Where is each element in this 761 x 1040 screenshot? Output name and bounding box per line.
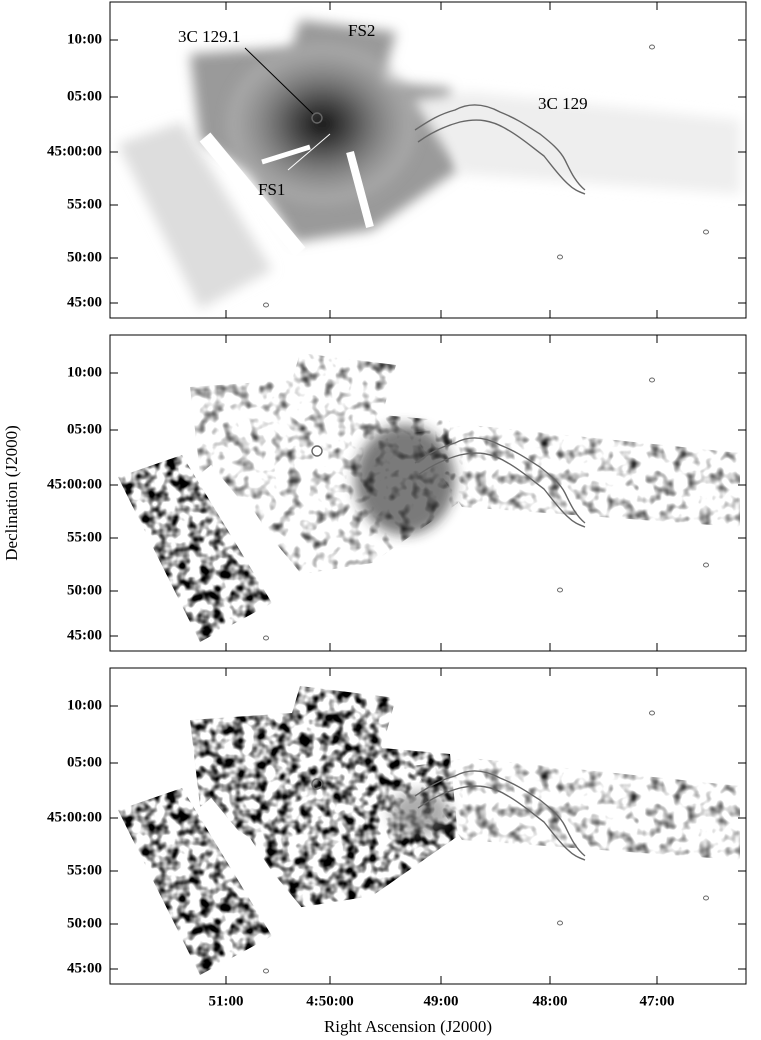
radio-source: [263, 635, 269, 641]
panel-frame: [109, 667, 747, 985]
radio-contour: [414, 104, 586, 191]
radio-contour: [311, 112, 323, 124]
y-tick-label: 55:00: [67, 529, 102, 545]
radio-source: [703, 229, 709, 235]
y-tick-label: 45:00: [67, 294, 102, 310]
y-tick-label: 45:00: [67, 960, 102, 976]
y-tick-label: 10:00: [67, 697, 102, 713]
annotation: FS2: [348, 21, 375, 40]
field: [412, 92, 740, 194]
radio-source: [557, 254, 563, 260]
y-tick-label: 05:00: [67, 88, 102, 104]
xray-image: [118, 686, 740, 975]
x-tick-label: 51:00: [209, 993, 244, 1009]
y-tick-label: 45:00:00: [47, 143, 102, 159]
chip-gap: [199, 132, 306, 257]
radio-source: [649, 377, 655, 383]
y-tick-label: 45:00: [67, 627, 102, 643]
xray-image: [118, 353, 740, 642]
radio-contour: [311, 445, 323, 457]
radio-source: [703, 895, 709, 901]
panel-frame: [109, 334, 747, 652]
radio-source: [263, 302, 269, 308]
panel-frame: [109, 1, 747, 319]
radio-contour: [414, 770, 586, 857]
radio-source: [649, 44, 655, 50]
pointer: [244, 47, 314, 115]
x-tick-label: 48:00: [533, 993, 568, 1009]
radio-contour: [417, 785, 586, 861]
y-axis-label: Declination (J2000): [2, 425, 21, 561]
y-tick-label: 10:00: [67, 31, 102, 47]
panel: 10:00 05:00 45:00:00 55:00 50:00 45:00 51:00 4:…: [47, 667, 747, 1009]
field: [118, 122, 272, 309]
radio-source: [557, 920, 563, 926]
y-tick-label: 50:00: [67, 915, 102, 931]
radio-contour: [417, 119, 586, 195]
annotation: 3C 129: [538, 94, 588, 113]
radio-source: [557, 587, 563, 593]
chip-gap: [198, 797, 307, 924]
radio-contour: [414, 437, 586, 524]
y-tick-label: 55:00: [67, 196, 102, 212]
cluster-core: [227, 44, 417, 204]
radio-source: [703, 562, 709, 568]
radio-source: [649, 710, 655, 716]
radio-contour: [311, 778, 323, 790]
emission: [355, 425, 455, 535]
x-tick-label: 47:00: [640, 993, 675, 1009]
xray-image: [118, 20, 740, 309]
pointer: [287, 133, 331, 171]
annotation: FS1: [258, 180, 285, 199]
annotation: 3C 129.1: [178, 27, 240, 46]
y-tick-label: 50:00: [67, 582, 102, 598]
chip-gap: [346, 150, 374, 229]
y-tick-label: 05:00: [67, 754, 102, 770]
x-axis-label: Right Ascension (J2000): [324, 1017, 492, 1036]
chip-gap: [261, 144, 311, 165]
chip-gap: [198, 464, 307, 591]
y-tick-label: 50:00: [67, 249, 102, 265]
y-tick-label: 45:00:00: [47, 809, 102, 825]
y-tick-label: 05:00: [67, 421, 102, 437]
panel: 10:00 05:00 45:00:00 55:00 50:00 45:00 3C 129.…: [47, 1, 747, 319]
panel: 10:00 05:00 45:00:00 55:00 50:00 45:00: [47, 334, 747, 652]
emission: [390, 791, 450, 835]
y-tick-label: 45:00:00: [47, 476, 102, 492]
y-tick-label: 10:00: [67, 364, 102, 380]
x-tick-label: 49:00: [424, 993, 459, 1009]
radio-source: [263, 968, 269, 974]
x-tick-label: 4:50:00: [306, 993, 354, 1009]
radio-contour: [417, 452, 586, 528]
y-tick-label: 55:00: [67, 862, 102, 878]
